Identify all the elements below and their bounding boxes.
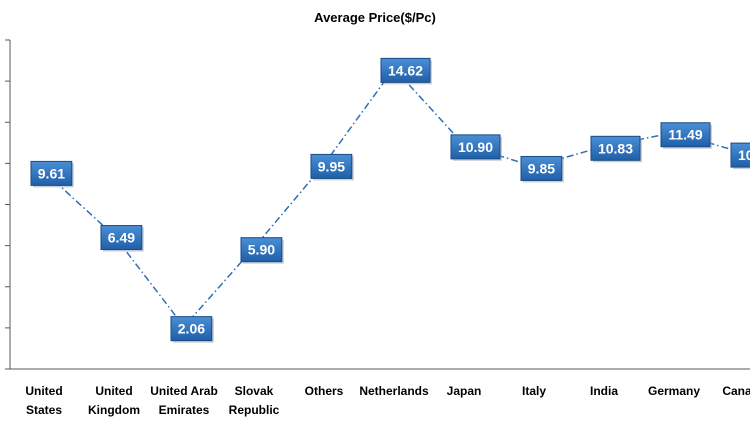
data-label-box <box>520 155 563 181</box>
data-label: 10.50 <box>730 142 750 170</box>
data-label-text: 9.61 <box>38 165 65 181</box>
series-line-layer <box>43 67 745 328</box>
data-label-box <box>30 160 73 186</box>
data-label-text: 10.50 <box>738 147 750 163</box>
data-label-text: 5.90 <box>248 242 275 258</box>
x-tick-label: Japan <box>447 384 482 398</box>
data-label-box <box>100 225 143 251</box>
data-label: 9.61 <box>30 160 74 188</box>
data-label-text: 14.62 <box>388 62 423 78</box>
x-tick-label: United Kingdom <box>88 384 140 417</box>
axis-layer <box>5 39 750 370</box>
data-label-box <box>450 134 501 160</box>
data-label: 5.90 <box>240 237 284 264</box>
chart-title: Average Price($/Pc) <box>314 10 436 25</box>
series-line <box>43 67 745 328</box>
data-label: 11.49 <box>660 122 712 149</box>
data-label-text: 10.90 <box>458 139 493 155</box>
x-tick-label: Netherlands <box>359 384 429 398</box>
data-label-text: 9.85 <box>528 160 555 176</box>
data-label-box <box>380 57 431 83</box>
x-tick-label-layer: United States United Kingdom United Arab Emir… <box>25 384 750 417</box>
data-label: 2.06 <box>170 316 214 343</box>
data-label-box <box>730 142 750 168</box>
data-label-box <box>310 153 353 179</box>
data-label-text: 2.06 <box>178 321 205 337</box>
data-label-layer: 9.61 6.49 2.06 5.90 9.95 14.62 10.90 9.85 10.83 1… <box>30 57 750 343</box>
x-tick-label: Germany <box>648 384 700 398</box>
x-tick-label: United States <box>25 384 62 417</box>
data-label-box <box>660 122 711 148</box>
data-label: 6.49 <box>100 225 144 252</box>
data-label: 14.62 <box>380 57 432 85</box>
data-label: 10.83 <box>590 135 642 163</box>
x-tick-label: India <box>590 384 618 398</box>
data-label: 9.95 <box>310 153 354 181</box>
data-label-text: 11.49 <box>668 127 702 143</box>
data-label: 10.90 <box>450 134 502 161</box>
data-label-box <box>240 237 283 263</box>
data-label-text: 6.49 <box>108 230 135 246</box>
x-tick-label: United Arab Emirates <box>150 384 218 417</box>
data-label: 9.85 <box>520 155 564 183</box>
data-label-text: 9.95 <box>318 158 345 174</box>
x-tick-label: Canada <box>722 384 750 398</box>
data-label-text: 10.83 <box>598 140 633 156</box>
x-tick-label: Italy <box>522 384 546 398</box>
data-label-box <box>170 316 213 342</box>
data-label-box <box>590 135 641 161</box>
x-tick-label: Others <box>305 384 344 398</box>
x-tick-label: Slovak Republic <box>229 384 280 417</box>
